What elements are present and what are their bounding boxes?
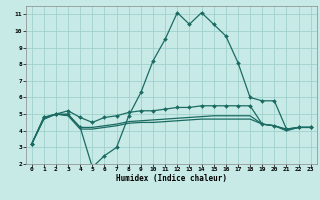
X-axis label: Humidex (Indice chaleur): Humidex (Indice chaleur) xyxy=(116,174,227,183)
